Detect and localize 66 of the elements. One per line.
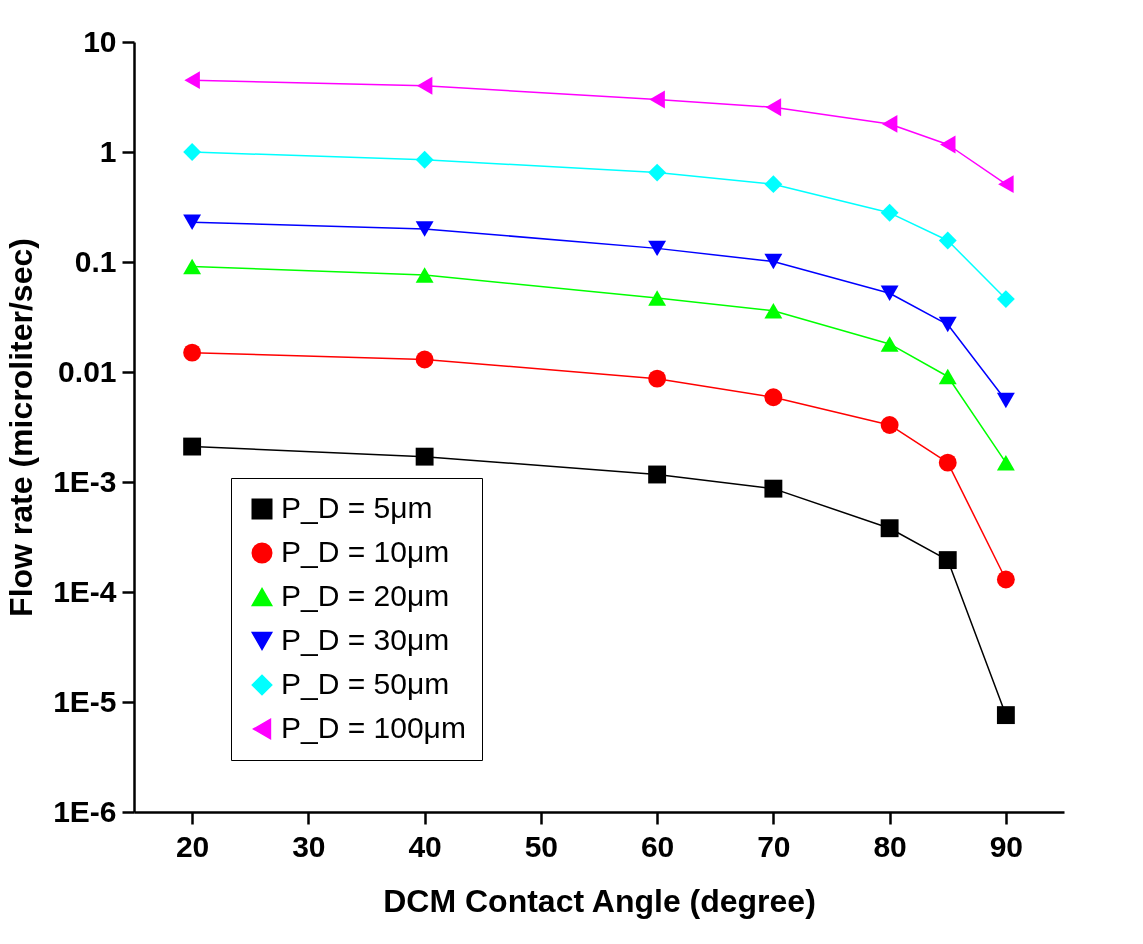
point	[183, 437, 202, 456]
x-axis-title: DCM Contact Angle (degree)	[383, 882, 816, 919]
point	[764, 479, 783, 498]
point	[184, 71, 200, 90]
y-tick-label: 1E-6	[53, 794, 117, 828]
legend-label: P_D = 100μm	[281, 711, 466, 744]
y-tick-label: 10	[83, 24, 117, 58]
point	[996, 290, 1015, 309]
y-tick-label: 1E-5	[53, 684, 117, 718]
point	[764, 388, 783, 407]
y-tick-label: 0.1	[74, 244, 117, 278]
point	[648, 465, 667, 484]
point	[938, 231, 957, 250]
point	[183, 343, 202, 362]
point	[880, 336, 899, 352]
x-tick-label: 50	[524, 829, 559, 863]
point	[996, 570, 1015, 589]
x-tick-label: 90	[989, 829, 1024, 863]
y-tick-label: 1E-3	[53, 464, 117, 498]
x-tick-label: 40	[408, 829, 442, 863]
point	[415, 150, 434, 169]
x-tick-label: 30	[292, 829, 326, 863]
point	[996, 392, 1015, 409]
y-tick-label: 1E-4	[53, 574, 117, 608]
point	[880, 519, 899, 538]
point	[183, 214, 202, 230]
point	[415, 447, 434, 466]
point	[649, 90, 665, 109]
point	[996, 706, 1015, 725]
point	[938, 551, 957, 570]
point	[938, 316, 957, 333]
point	[996, 454, 1015, 471]
y-tick-label: 0.01	[58, 354, 117, 388]
point	[648, 240, 667, 257]
y-axis-title: Flow rate (microliter/sec)	[3, 238, 40, 617]
point	[415, 267, 434, 283]
point	[648, 290, 667, 306]
point	[880, 416, 899, 434]
point	[938, 453, 957, 472]
point	[183, 258, 202, 275]
y-tick-label: 1	[99, 134, 117, 168]
point	[940, 135, 956, 154]
x-tick-label: 70	[757, 829, 791, 863]
point	[938, 368, 957, 385]
legend-label: P_D = 10μm	[281, 535, 450, 568]
point	[416, 76, 433, 95]
legend-label: P_D = 20μm	[281, 579, 450, 612]
point	[998, 175, 1014, 194]
point	[183, 143, 202, 161]
point	[765, 98, 782, 117]
point	[881, 114, 898, 133]
legend-label: P_D = 5μm	[281, 491, 433, 524]
point	[764, 253, 783, 270]
point	[415, 221, 434, 237]
x-tick-label: 80	[873, 829, 907, 863]
point	[764, 303, 783, 319]
point	[880, 285, 899, 301]
point	[880, 203, 899, 222]
point	[764, 175, 783, 194]
x-tick-label: 20	[175, 829, 210, 863]
legend-label: P_D = 30μm	[281, 623, 450, 656]
x-tick-label: 60	[640, 829, 675, 863]
point	[648, 369, 667, 388]
point	[415, 350, 434, 369]
point	[648, 163, 667, 182]
legend-label: P_D = 50μm	[281, 667, 450, 700]
